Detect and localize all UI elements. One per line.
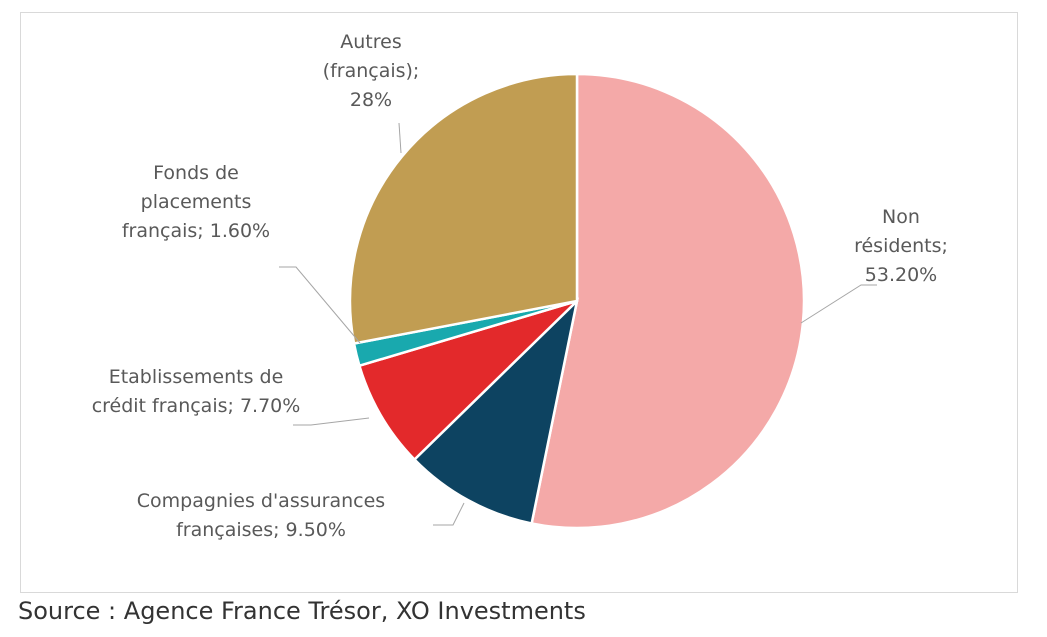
pie-slice-1 bbox=[412, 297, 580, 525]
leader-line-3 bbox=[279, 266, 361, 344]
source-note: Source : Agence France Trésor, XO Invest… bbox=[18, 597, 586, 625]
slice-label-4: Autres (français); 28% bbox=[323, 31, 420, 111]
pie-slice-0 bbox=[530, 72, 806, 530]
slice-label-3: Fonds de placements français; 1.60% bbox=[122, 162, 270, 242]
pie-slice-4 bbox=[348, 72, 579, 345]
leader-line-1 bbox=[433, 502, 465, 526]
pie-slice-2 bbox=[357, 299, 578, 462]
leader-line-0 bbox=[800, 284, 877, 324]
leader-line-2 bbox=[293, 417, 370, 426]
leader-line-4 bbox=[398, 122, 402, 154]
chart-frame: Non résidents; 53.20% Compagnies d'assuranc… bbox=[20, 12, 1018, 593]
slice-label-0: Non résidents; 53.20% bbox=[854, 206, 948, 286]
pie-chart: Non résidents; 53.20% Compagnies d'assuranc… bbox=[92, 31, 948, 541]
slice-label-1: Compagnies d'assurances françaises; 9.50% bbox=[137, 490, 385, 541]
slice-label-2: Etablissements de crédit français; 7.70% bbox=[92, 366, 301, 417]
